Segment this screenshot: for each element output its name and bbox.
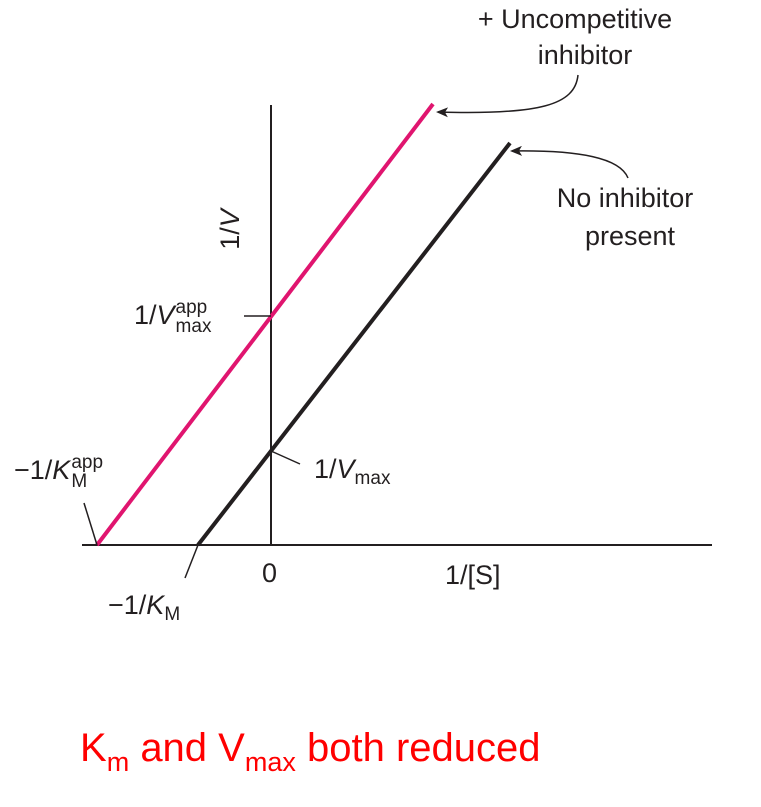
text: K [146,590,165,620]
text: app [71,452,104,473]
x-axis-label: 1/[S] [445,560,501,590]
vmax-leader [270,450,301,465]
vmax-app-label: 1/V app max [134,298,211,336]
label: present [584,221,676,251]
km-app-label: −1/K app M [14,453,103,491]
text: K [52,455,71,486]
text: 1/ [214,227,245,250]
text: M [71,471,88,492]
script: app max [176,298,212,336]
text: V [156,300,175,331]
text: m [106,747,130,777]
text: V [336,454,355,484]
label: + Uncompetitive [477,4,673,34]
km-leader [184,544,199,579]
script: app M [71,453,103,491]
text: both reduced [306,726,541,770]
text: max [244,747,296,777]
label: No inhibitor [556,183,694,213]
caption: Km and Vmax both reduced [80,726,541,778]
inhibitor-arrow [436,74,579,118]
km-app-leader [83,502,98,546]
origin-label: 0 [262,558,278,588]
no-inhibitor-line [196,141,512,547]
text: V [214,209,245,228]
text: −1/ [14,455,53,486]
text: K [80,726,107,770]
text: M [164,604,181,625]
y-axis-label: 1/V [214,209,245,250]
vmax-label: 1/Vmax [314,454,391,489]
label: inhibitor [537,40,633,70]
text: −1/ [108,590,147,620]
text: max [354,468,391,489]
km-label: −1/KM [108,590,181,625]
inhibitor-line [95,102,435,547]
text: 1/ [314,454,337,484]
text: max [175,316,212,337]
text: and V [140,726,245,770]
text: 1/ [134,300,157,331]
no-inhibitor-arrow [510,145,629,179]
text: app [175,297,208,318]
